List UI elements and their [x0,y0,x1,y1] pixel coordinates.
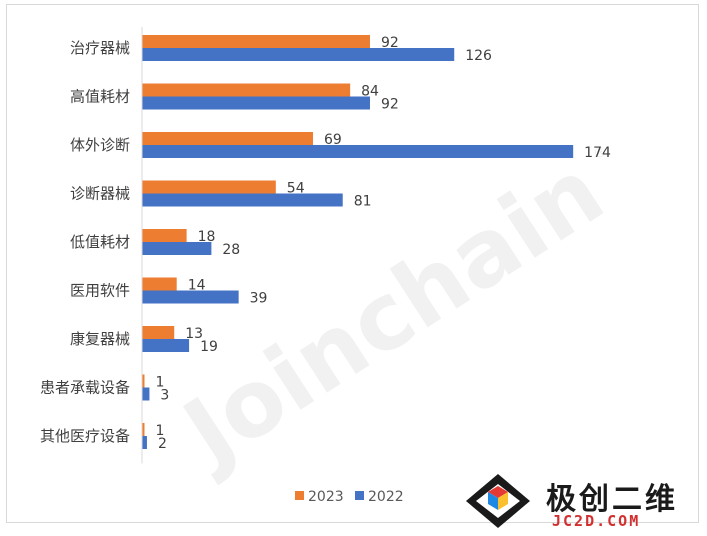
category-label: 低值耗材 [70,233,130,251]
legend-swatch-2023 [295,491,304,500]
cube-logo-icon [466,474,530,528]
bar-2022 [142,290,239,304]
value-label: 1 [155,423,164,439]
value-label: 81 [354,194,372,210]
category-label: 医用软件 [70,282,130,300]
value-label: 174 [584,145,611,161]
legend: 2023 2022 [295,489,404,505]
logo-subtitle: JC2D.COM [552,512,641,530]
value-label: 54 [287,181,305,197]
category-label: 诊断器械 [70,185,130,203]
bar-2023 [142,83,351,97]
category-label: 体外诊断 [70,136,130,154]
value-label: 69 [324,132,342,148]
bar-2023 [142,180,276,194]
bar-2023 [142,229,187,242]
bar-2022 [142,96,370,110]
category-label: 康复器械 [70,330,130,348]
bar-2023 [142,35,370,48]
bar-2022 [142,193,343,207]
bar-2023 [142,277,177,291]
category-label: 治疗器械 [70,39,130,57]
value-label: 92 [381,35,399,51]
value-label: 84 [361,84,379,100]
bar-2022 [142,145,574,158]
logo-title: 极创二维 [546,482,678,517]
value-label: 1 [155,375,164,391]
value-label: 3 [160,388,169,404]
value-label: 14 [188,278,206,294]
legend-label: 2023 [308,489,344,505]
legend-swatch-2022 [355,491,364,500]
value-label: 19 [200,339,218,355]
bar-2022 [142,387,150,401]
watermark-mark: ® [593,145,607,161]
category-label: 其他医疗设备 [40,427,130,445]
value-label: 2 [158,436,167,452]
value-label: 39 [250,291,268,307]
value-label: 92 [381,97,399,113]
value-label: 18 [198,229,216,245]
bar-2022 [142,242,212,255]
category-label: 高值耗材 [70,88,130,106]
bar-2023 [142,423,145,436]
bar-2022 [142,436,147,449]
bar-2023 [142,374,145,388]
bars-group [142,35,574,449]
bar-2022 [142,48,455,61]
chart-frame: Joinchain ® 治疗器械 高值耗材 体外诊断 诊断器械 低值耗材 医用软件 康复器械… [6,4,699,523]
brand-logo: 极创二维 JC2D.COM [460,470,700,532]
bar-2023 [142,132,313,145]
legend-label: 2022 [368,489,404,505]
value-label: 13 [185,326,203,342]
value-label: 28 [222,242,240,258]
bar-2022 [142,339,190,352]
bar-2023 [142,326,175,339]
value-label: 126 [465,48,492,64]
bar-chart: Joinchain ® 治疗器械高值耗材体外诊断诊断器械低值耗材医用软件康复器械… [40,27,622,505]
category-label: 患者承载设备 [40,379,130,397]
